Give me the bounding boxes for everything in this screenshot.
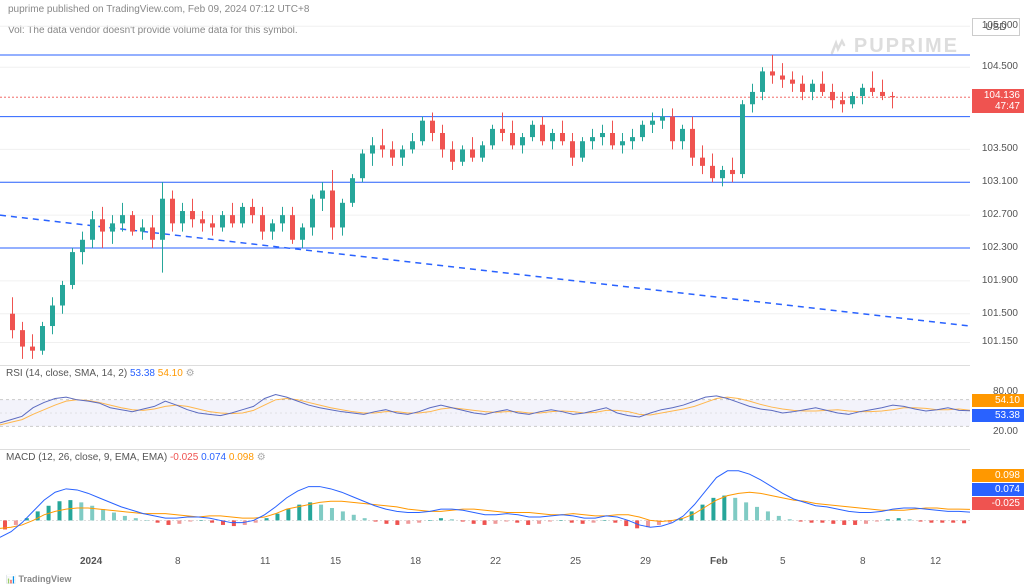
price-y-axis: 105.000 104.500 103.500 103.100 102.700 102.3…	[970, 18, 1024, 363]
macd-value-tag: 0.074	[972, 483, 1024, 496]
time-x-axis: 2024 8 11 15 18 22 25 29 Feb 5 8 12	[0, 556, 970, 576]
y-tick-label: 103.500	[982, 143, 1018, 154]
rsi-panel[interactable]: RSI (14, close, SMA, 14, 2) 53.38 54.10 …	[0, 365, 970, 447]
rsi-value-tag: 54.10	[972, 394, 1024, 407]
rsi-value-tag: 53.38	[972, 409, 1024, 422]
x-tick-label: 22	[490, 556, 501, 567]
x-tick-label: 5	[780, 556, 786, 567]
y-tick-label: 105.000	[982, 20, 1018, 31]
y-tick-label: 101.150	[982, 336, 1018, 347]
x-tick-label: 2024	[80, 556, 102, 567]
y-tick-label: 104.500	[982, 61, 1018, 72]
rsi-y-label: 20.00	[993, 426, 1018, 437]
x-tick-label: Feb	[710, 556, 728, 567]
macd-value-tag: -0.025	[972, 497, 1024, 510]
x-tick-label: 8	[175, 556, 181, 567]
x-tick-label: 25	[570, 556, 581, 567]
x-tick-label: 15	[330, 556, 341, 567]
x-tick-label: 29	[640, 556, 651, 567]
x-tick-label: 18	[410, 556, 421, 567]
publish-header: puprime published on TradingView.com, Fe…	[8, 4, 309, 15]
tradingview-label[interactable]: 📊 TradingView	[6, 574, 71, 584]
macd-panel[interactable]: MACD (12, 26, close, 9, EMA, EMA) -0.025…	[0, 449, 970, 544]
macd-value-tag: 0.098	[972, 469, 1024, 482]
y-tick-label: 103.100	[982, 176, 1018, 187]
x-tick-label: 12	[930, 556, 941, 567]
current-price-tag: 104.13647:47	[972, 89, 1024, 113]
y-tick-label: 102.700	[982, 209, 1018, 220]
x-tick-label: 11	[260, 556, 270, 567]
x-tick-label: 8	[860, 556, 866, 567]
y-tick-label: 101.900	[982, 275, 1018, 286]
price-chart[interactable]	[0, 18, 970, 363]
y-tick-label: 102.300	[982, 242, 1018, 253]
y-tick-label: 101.500	[982, 308, 1018, 319]
